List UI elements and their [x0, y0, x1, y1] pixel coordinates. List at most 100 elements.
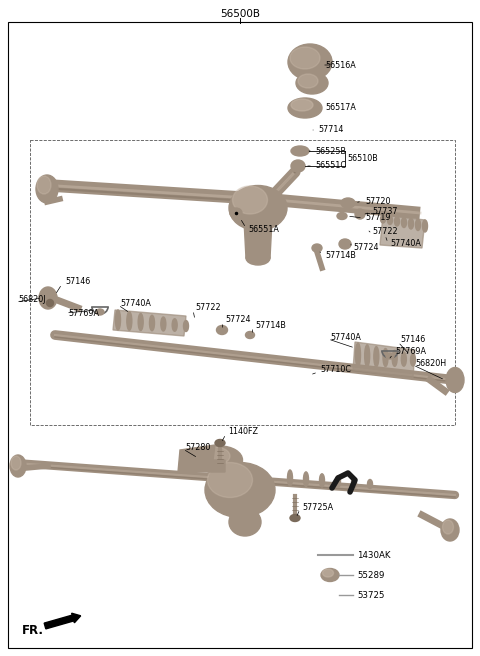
Ellipse shape: [355, 209, 365, 219]
Ellipse shape: [39, 287, 57, 309]
Ellipse shape: [323, 569, 334, 577]
Ellipse shape: [246, 251, 270, 265]
Text: 57714B: 57714B: [325, 251, 356, 260]
Ellipse shape: [381, 215, 385, 223]
Text: 1430AK: 1430AK: [357, 550, 391, 560]
Ellipse shape: [127, 312, 132, 330]
Ellipse shape: [229, 508, 261, 536]
Text: 57769A: 57769A: [68, 308, 99, 318]
Ellipse shape: [229, 186, 287, 230]
Ellipse shape: [298, 74, 318, 88]
Text: 55289: 55289: [357, 571, 384, 579]
Ellipse shape: [245, 331, 254, 338]
Text: 57722: 57722: [195, 304, 221, 312]
FancyArrow shape: [44, 613, 81, 629]
Text: 57280: 57280: [185, 443, 210, 451]
Ellipse shape: [36, 175, 58, 203]
Ellipse shape: [197, 446, 242, 474]
Ellipse shape: [292, 128, 308, 132]
Text: 53725: 53725: [357, 590, 384, 600]
Text: 57714: 57714: [318, 125, 343, 134]
Text: 56500B: 56500B: [220, 9, 260, 19]
Ellipse shape: [11, 456, 21, 470]
Ellipse shape: [47, 300, 53, 306]
Ellipse shape: [288, 98, 322, 118]
Ellipse shape: [296, 72, 328, 94]
Ellipse shape: [443, 520, 454, 534]
Ellipse shape: [416, 219, 420, 230]
Ellipse shape: [392, 350, 397, 366]
Ellipse shape: [138, 314, 143, 331]
Text: 57714B: 57714B: [255, 321, 286, 329]
Text: FR.: FR.: [22, 623, 44, 636]
Text: 57720: 57720: [365, 197, 391, 205]
Text: 56551C: 56551C: [315, 161, 346, 171]
Ellipse shape: [410, 354, 416, 366]
Ellipse shape: [374, 346, 379, 367]
Ellipse shape: [336, 476, 340, 487]
Text: 56820J: 56820J: [18, 295, 46, 304]
Text: 57724: 57724: [225, 316, 251, 325]
Ellipse shape: [387, 216, 393, 224]
Ellipse shape: [401, 352, 407, 366]
Text: 57722: 57722: [372, 228, 397, 237]
Polygon shape: [353, 342, 415, 378]
Text: 56525B: 56525B: [315, 146, 346, 155]
Text: 56820H: 56820H: [415, 358, 446, 367]
Ellipse shape: [401, 218, 407, 228]
Ellipse shape: [365, 345, 370, 367]
Ellipse shape: [161, 317, 166, 331]
Ellipse shape: [320, 474, 324, 487]
Ellipse shape: [408, 218, 413, 229]
Ellipse shape: [290, 47, 320, 69]
Ellipse shape: [288, 470, 292, 486]
Ellipse shape: [422, 220, 428, 232]
Polygon shape: [380, 215, 425, 248]
Text: 57146: 57146: [65, 277, 90, 287]
Ellipse shape: [446, 367, 464, 392]
Ellipse shape: [205, 462, 275, 518]
Ellipse shape: [290, 514, 300, 522]
Ellipse shape: [215, 440, 225, 447]
Ellipse shape: [37, 176, 51, 194]
Polygon shape: [178, 445, 225, 472]
Ellipse shape: [356, 343, 360, 367]
Ellipse shape: [383, 348, 388, 367]
Text: 56510B: 56510B: [347, 154, 378, 163]
Ellipse shape: [351, 478, 357, 488]
Text: 57724: 57724: [353, 243, 379, 253]
Text: 57719: 57719: [365, 213, 391, 222]
Polygon shape: [113, 310, 186, 336]
Text: 56516A: 56516A: [325, 60, 356, 70]
Ellipse shape: [172, 319, 177, 331]
Ellipse shape: [386, 353, 394, 359]
Ellipse shape: [339, 239, 351, 249]
Ellipse shape: [230, 208, 242, 218]
Text: 56517A: 56517A: [325, 104, 356, 112]
Bar: [30, 140, 455, 425]
Ellipse shape: [291, 99, 313, 111]
Ellipse shape: [288, 44, 332, 80]
Ellipse shape: [291, 160, 305, 172]
Text: 1140FZ: 1140FZ: [228, 428, 258, 436]
Ellipse shape: [291, 146, 309, 156]
Polygon shape: [244, 220, 272, 258]
Ellipse shape: [207, 462, 252, 497]
Ellipse shape: [200, 447, 230, 465]
Text: 57769A: 57769A: [395, 348, 426, 356]
Text: 57737: 57737: [372, 207, 397, 216]
Text: 57710C: 57710C: [320, 365, 351, 375]
Ellipse shape: [149, 316, 155, 331]
Ellipse shape: [183, 321, 189, 331]
Ellipse shape: [116, 310, 120, 330]
Text: 57725A: 57725A: [302, 502, 333, 512]
Ellipse shape: [341, 198, 355, 208]
Text: 57740A: 57740A: [120, 298, 151, 308]
Text: 57146: 57146: [400, 335, 425, 344]
Ellipse shape: [441, 519, 459, 541]
Ellipse shape: [216, 325, 228, 335]
Text: 57740A: 57740A: [390, 239, 421, 247]
Ellipse shape: [10, 455, 26, 477]
Ellipse shape: [337, 213, 347, 220]
Ellipse shape: [96, 309, 104, 315]
